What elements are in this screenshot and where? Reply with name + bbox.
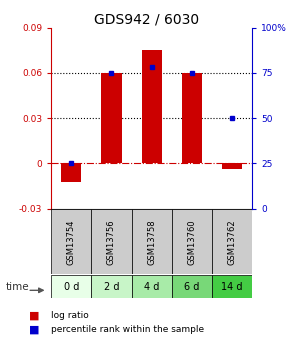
Text: 2 d: 2 d bbox=[104, 282, 119, 292]
Bar bbox=[172, 209, 212, 274]
Bar bbox=[212, 209, 252, 274]
Bar bbox=[51, 275, 91, 298]
Bar bbox=[172, 275, 212, 298]
Text: 4 d: 4 d bbox=[144, 282, 159, 292]
Text: GDS942 / 6030: GDS942 / 6030 bbox=[94, 12, 199, 26]
Text: ■: ■ bbox=[29, 325, 40, 334]
Text: log ratio: log ratio bbox=[51, 311, 89, 320]
Text: ■: ■ bbox=[29, 311, 40, 321]
Text: 14 d: 14 d bbox=[221, 282, 243, 292]
Text: GSM13754: GSM13754 bbox=[67, 219, 76, 265]
Bar bbox=[61, 164, 81, 181]
Bar bbox=[91, 209, 132, 274]
Text: 6 d: 6 d bbox=[184, 282, 200, 292]
Bar bbox=[222, 164, 242, 169]
Bar bbox=[101, 73, 122, 164]
Bar bbox=[142, 50, 162, 164]
Text: time: time bbox=[6, 282, 30, 292]
Text: GSM13762: GSM13762 bbox=[227, 219, 236, 265]
Bar bbox=[91, 275, 132, 298]
Text: GSM13760: GSM13760 bbox=[187, 219, 196, 265]
Bar bbox=[132, 209, 172, 274]
Bar bbox=[212, 275, 252, 298]
Bar bbox=[182, 73, 202, 164]
Bar bbox=[132, 275, 172, 298]
Bar bbox=[51, 209, 91, 274]
Text: 0 d: 0 d bbox=[64, 282, 79, 292]
Text: percentile rank within the sample: percentile rank within the sample bbox=[51, 325, 205, 334]
Text: GSM13758: GSM13758 bbox=[147, 219, 156, 265]
Text: GSM13756: GSM13756 bbox=[107, 219, 116, 265]
